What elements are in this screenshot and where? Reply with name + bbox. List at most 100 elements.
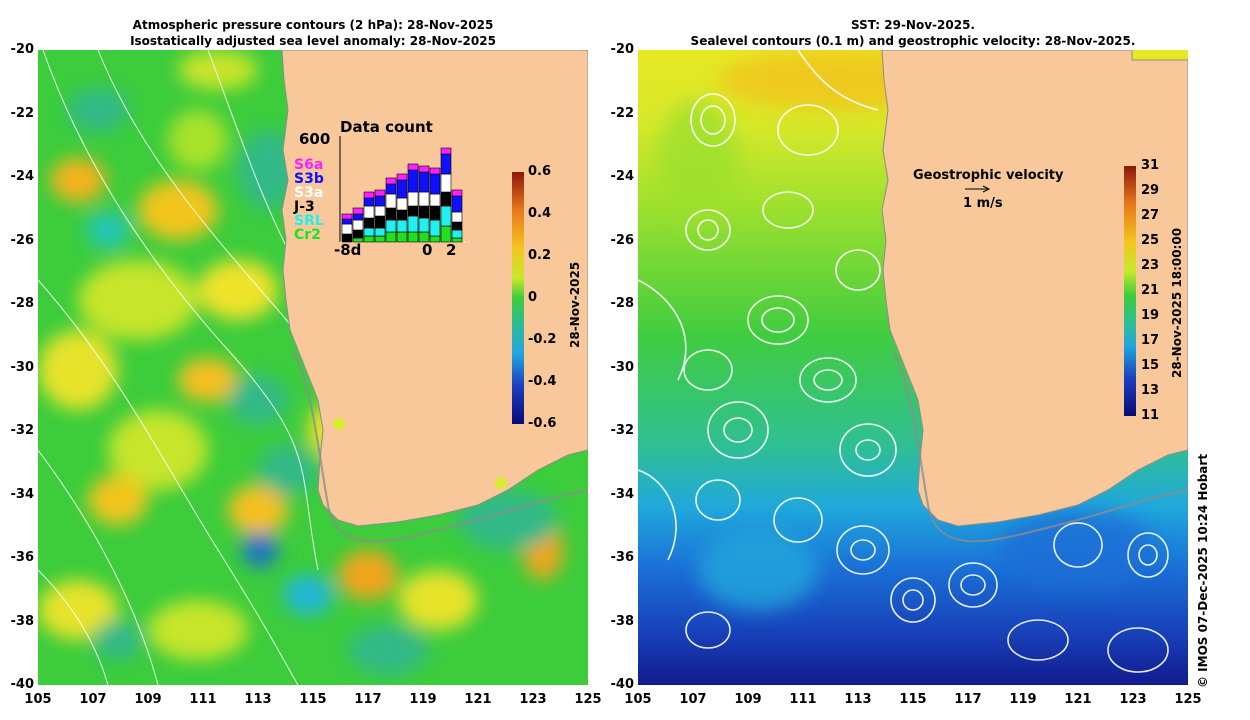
- colorbar-tick-label: 13: [1141, 383, 1160, 398]
- sealevel-contours: [638, 50, 1169, 673]
- y-tick-label: -20: [610, 42, 635, 57]
- data-count-bar-segment: [418, 205, 430, 219]
- y-tick-label: -34: [10, 486, 35, 502]
- velocity-legend: Geostrophic velocity 1 m/s: [913, 168, 1083, 211]
- x-tick-label: 121: [464, 692, 492, 707]
- y-tick-label: -24: [10, 169, 35, 184]
- y-tick-label: -38: [10, 613, 35, 629]
- data-count-bar-segment: [396, 231, 408, 243]
- x-tick-label: 105: [24, 692, 52, 707]
- x-tick-label: 111: [189, 692, 217, 707]
- x-tick-label: 125: [1174, 692, 1202, 707]
- x-tick-label: 107: [79, 692, 107, 707]
- colorbar-tick-label: 0.6: [528, 164, 552, 179]
- data-count-bar-segment: [352, 219, 364, 231]
- right-colorbar-date: 28-Nov-2025 18:00:00: [1170, 227, 1184, 378]
- colorbar-tick-label: 17: [1141, 333, 1160, 348]
- left-colorbar-date: 28-Nov-2025: [568, 261, 582, 348]
- data-count-bar-segment: [451, 189, 463, 197]
- data-count-bar-segment: [451, 195, 463, 213]
- x-tick-label: 117: [354, 692, 382, 707]
- data-count-bar-segment: [374, 215, 386, 229]
- velocity-legend-scale: 1 m/s: [963, 196, 1003, 211]
- satellite-label: S3a: [294, 185, 324, 201]
- right-colorbar: [1124, 166, 1136, 416]
- satellite-label: SRL: [294, 213, 324, 229]
- x-tick-label: 109: [734, 692, 762, 707]
- australia-landmass: [281, 50, 588, 527]
- inset-bars: [339, 136, 469, 243]
- y-tick-label: -28: [610, 296, 635, 311]
- left-colorbar: [512, 172, 524, 424]
- y-tick-label: -22: [10, 105, 35, 121]
- data-count-bar-segment: [396, 219, 408, 233]
- data-count-bar-segment: [363, 191, 375, 199]
- right-title-line2: Sealevel contours (0.1 m) and geostrophi…: [690, 34, 1136, 48]
- data-count-bar-segment: [429, 205, 441, 221]
- right-panel-title: SST: 29-Nov-2025. Sealevel contours (0.1…: [638, 17, 1188, 49]
- colorbar-tick-label: 0: [528, 290, 538, 305]
- data-count-bar-segment: [451, 221, 463, 231]
- data-count-bar-segment: [363, 197, 375, 207]
- y-tick-label: -36: [10, 550, 35, 565]
- data-count-bar-segment: [440, 147, 452, 155]
- y-tick-label: -24: [610, 169, 635, 184]
- colorbar-tick-label: 0.2: [528, 248, 552, 263]
- satellite-label: J-3: [294, 199, 315, 215]
- x-tick-label: 119: [409, 692, 437, 707]
- right-map[interactable]: Geostrophic velocity 1 m/s 31 29 27 25 23 21 1…: [638, 50, 1188, 685]
- data-count-bar-segment: [385, 177, 397, 185]
- data-count-bar-segment: [440, 205, 452, 227]
- data-count-bar-segment: [385, 193, 397, 209]
- data-count-bar-segment: [429, 173, 441, 195]
- left-title-line2: Isostatically adjusted sea level anomaly…: [130, 34, 496, 48]
- data-count-bar-segment: [407, 169, 419, 193]
- satellite-label: Cr2: [294, 227, 321, 243]
- satellite-label: S6a: [294, 157, 324, 173]
- data-count-bar-segment: [451, 229, 463, 239]
- data-count-bar-segment: [385, 231, 397, 243]
- y-tick-label: -26: [610, 232, 635, 248]
- data-count-bar-segment: [396, 173, 408, 181]
- y-tick-label: -26: [10, 232, 35, 248]
- data-count-bar-segment: [440, 191, 452, 207]
- y-tick-label: -32: [610, 423, 635, 438]
- data-count-inset: Data count 600 S6a S3b S3a J-3 SRL Cr2 -8d 0 …: [294, 118, 479, 259]
- colorbar-tick-label: -0.6: [528, 416, 557, 431]
- data-count-bar-segment: [407, 231, 419, 243]
- data-count-bar-segment: [352, 213, 364, 221]
- colorbar-tick-label: 11: [1141, 408, 1160, 423]
- x-tick-label: 115: [899, 692, 927, 707]
- data-count-bar-segment: [407, 163, 419, 171]
- data-count-bar-segment: [407, 215, 419, 233]
- data-count-bar-segment: [385, 219, 397, 233]
- satellite-label: S3b: [294, 171, 324, 187]
- data-count-bar-segment: [440, 153, 452, 175]
- colorbar-tick-label: 27: [1141, 208, 1160, 223]
- data-count-bar-segment: [363, 205, 375, 219]
- x-tick-label: 109: [134, 692, 162, 707]
- data-count-bar-segment: [407, 205, 419, 217]
- data-count-bar-segment: [418, 191, 430, 207]
- data-count-bar-segment: [374, 195, 386, 207]
- island-marker: [333, 418, 345, 430]
- data-count-bar-segment: [374, 235, 386, 243]
- colorbar-tick-label: 19: [1141, 308, 1160, 323]
- left-title-line1: Atmospheric pressure contours (2 hPa): 2…: [132, 18, 494, 32]
- colorbar-tick-label: 29: [1141, 183, 1160, 198]
- x-tick-label: 115: [299, 692, 327, 707]
- australia-landmass-right: [881, 50, 1188, 527]
- colorbar-tick-label: 31: [1141, 158, 1160, 173]
- data-count-bar-segment: [341, 223, 353, 235]
- velocity-arrow-icon: [965, 185, 991, 193]
- inset-title: Data count: [340, 118, 433, 136]
- y-tick-label: -40: [10, 677, 35, 692]
- colorbar-tick-label: 25: [1141, 233, 1160, 248]
- data-count-bar-segment: [451, 211, 463, 223]
- left-map[interactable]: Data count 600 S6a S3b S3a J-3 SRL Cr2 -8d 0 …: [38, 50, 588, 685]
- y-tick-label: -34: [610, 486, 635, 502]
- colorbar-tick-label: 21: [1141, 283, 1160, 298]
- data-count-bar-segment: [352, 229, 364, 239]
- y-tick-label: -22: [610, 105, 635, 121]
- right-title-line1: SST: 29-Nov-2025.: [851, 18, 975, 32]
